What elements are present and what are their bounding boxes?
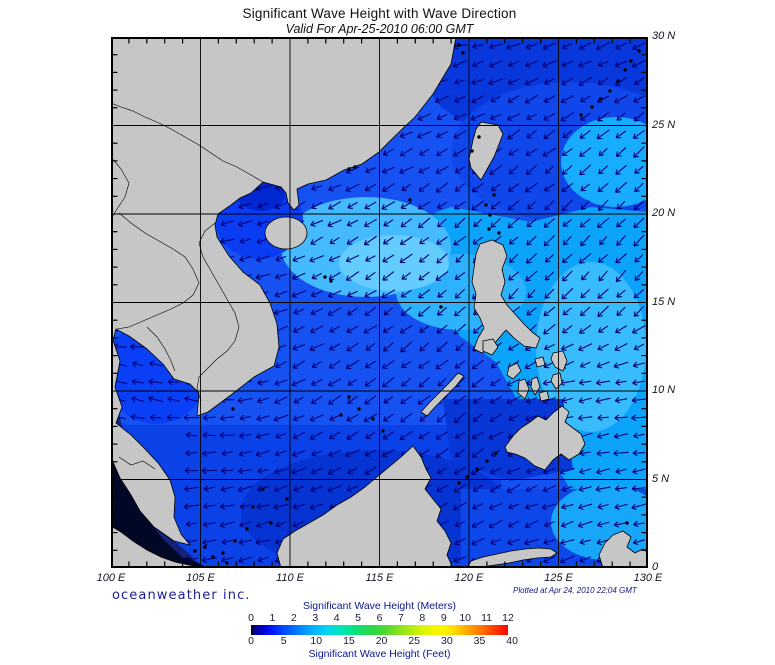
land-halmahera (598, 530, 648, 568)
lat-tick-label: 15 N (652, 295, 676, 308)
feet-tick: 35 (473, 635, 486, 647)
meters-tick: 2 (290, 612, 297, 624)
land-sumatra (111, 525, 204, 568)
meters-tick: 6 (376, 612, 383, 624)
land-sulawesi (466, 547, 558, 568)
meters-tick: 5 (355, 612, 361, 624)
land-borneo (276, 445, 454, 568)
land-masbate (534, 356, 546, 368)
wave-height-map (111, 37, 648, 568)
title-block: Significant Wave Height with Wave Direct… (111, 6, 648, 36)
land-palawan (420, 372, 465, 417)
land-mindoro (482, 338, 499, 356)
lat-tick-label: 0 (652, 561, 659, 573)
plotted-timestamp: Plotted at Apr 24, 2010 22:04 GMT (513, 586, 637, 595)
land-samar (550, 350, 568, 372)
chart-title: Significant Wave Height with Wave Direct… (242, 6, 517, 21)
legend-title-feet: Significant Wave Height (Feet) (308, 648, 451, 660)
degree-ticks (112, 38, 647, 567)
lat-tick-label: 25 N (652, 118, 676, 131)
meters-tick: 12 (502, 612, 514, 624)
meters-tick: 1 (269, 612, 276, 624)
land-luzon (471, 239, 541, 354)
lon-tick-label: 115 E (365, 572, 394, 584)
lat-tick-label: 10 N (652, 384, 676, 396)
land-mainland (111, 37, 457, 546)
feet-tick: 25 (408, 635, 421, 647)
country-borders (111, 102, 264, 470)
feet-tick: 10 (310, 635, 323, 647)
land-hainan (264, 216, 308, 250)
lat-tick-label: 30 N (652, 30, 676, 42)
meters-tick: 8 (419, 612, 426, 624)
lat-tick-label: 20 N (652, 207, 676, 219)
meters-tick: 10 (459, 612, 471, 624)
lon-tick-label: 100 E (96, 572, 126, 584)
meters-tick: 11 (481, 612, 493, 624)
oceanweather-credit: oceanweather inc. (112, 588, 251, 603)
legend-title-meters: Significant Wave Height (Meters) (302, 600, 457, 612)
island-specks (193, 43, 641, 565)
lon-tick-label: 130 E (633, 572, 663, 584)
feet-tick: 15 (343, 635, 355, 647)
lon-tick-label: 125 E (544, 572, 573, 584)
meters-tick: 0 (248, 612, 254, 624)
land-mindanao (504, 405, 586, 471)
feet-tick-labels: 0 5 10 15 20 25 30 35 40 (248, 635, 518, 648)
feet-tick: 0 (248, 635, 254, 647)
meters-tick: 4 (333, 612, 340, 624)
meters-tick: 7 (397, 612, 404, 624)
meters-tick-labels: 0 1 2 3 4 5 6 7 8 9 10 11 12 (248, 612, 514, 625)
map-frame (111, 37, 648, 568)
feet-tick: 40 (506, 635, 518, 647)
meters-tick: 3 (312, 612, 319, 624)
feet-tick: 5 (280, 635, 287, 647)
feet-tick: 20 (375, 635, 388, 647)
lon-tick-label: 105 E (186, 572, 215, 584)
colorbar (251, 625, 508, 635)
meters-tick: 9 (440, 612, 447, 624)
land-panay (506, 362, 522, 380)
lon-tick-label: 120 E (454, 572, 484, 584)
graticule (111, 37, 648, 568)
lon-tick-label: 110 E (276, 572, 304, 584)
lat-tick-label: 5 N (652, 472, 670, 485)
land-bohol (538, 390, 550, 402)
chart-subtitle: Valid For Apr-25-2010 06:00 GMT (285, 22, 474, 36)
land-masses (111, 37, 648, 568)
feet-tick: 30 (440, 635, 453, 647)
